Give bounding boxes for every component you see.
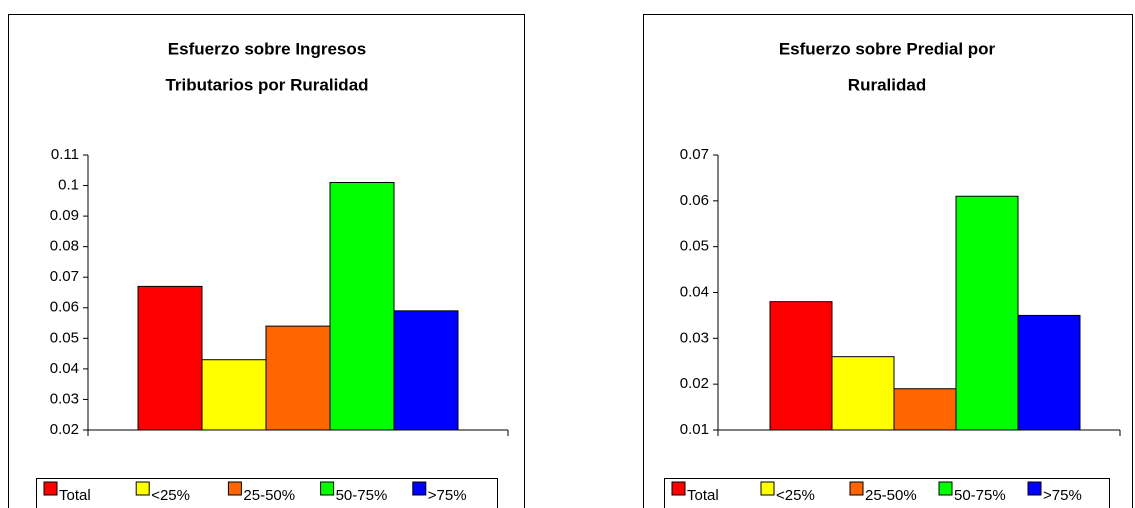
y-tick-label: 0.05 (680, 238, 709, 255)
y-tick-label: 0.11 (51, 146, 79, 163)
y-tick-label: 0.07 (50, 268, 79, 285)
legend-swatch (671, 481, 686, 496)
y-tick-label: 0.01 (680, 421, 709, 438)
chart-title: Ruralidad (848, 75, 926, 94)
legend-label: 25-50% (243, 487, 295, 504)
y-tick-label: 0.09 (50, 207, 79, 224)
legend-label: 50-75% (954, 487, 1006, 504)
legend-label: >75% (428, 487, 467, 504)
chart-frame (643, 14, 1133, 508)
legend-swatch (227, 481, 242, 496)
legend-label: >75% (1043, 487, 1082, 504)
legend-swatch (1027, 481, 1042, 496)
y-tick-label: 0.06 (680, 192, 709, 209)
legend-swatch (760, 481, 775, 496)
y-tick-label: 0.05 (50, 329, 79, 346)
bar (393, 310, 459, 431)
legend-frame (36, 478, 498, 508)
legend-swatch (849, 481, 864, 496)
y-tick-label: 0.02 (50, 421, 79, 438)
chart-title: Esfuerzo sobre Predial por (779, 39, 996, 58)
bar (137, 285, 203, 431)
bar (893, 388, 957, 431)
legend-label: 50-75% (336, 487, 388, 504)
y-tick-label: 0.02 (680, 375, 709, 392)
y-tick-label: 0.1 (58, 177, 79, 194)
bar (329, 182, 395, 431)
bar (769, 301, 833, 431)
legend-swatch (320, 481, 335, 496)
bar (955, 195, 1019, 431)
legend-swatch (938, 481, 953, 496)
legend-frame (664, 478, 1110, 508)
chart-title: Esfuerzo sobre Ingresos (168, 39, 366, 58)
legend-swatch (412, 481, 427, 496)
legend-label: 25-50% (865, 487, 917, 504)
chart-frame (8, 14, 525, 508)
y-tick-label: 0.03 (50, 390, 79, 407)
y-tick-label: 0.03 (680, 329, 709, 346)
legend-swatch (135, 481, 150, 496)
legend-label: <25% (776, 487, 815, 504)
y-tick-label: 0.08 (50, 238, 79, 255)
bar (1017, 314, 1081, 431)
y-tick-label: 0.06 (50, 299, 79, 316)
y-tick-label: 0.04 (50, 360, 79, 377)
chart-title: Tributarios por Ruralidad (165, 75, 368, 94)
y-tick-label: 0.07 (680, 146, 709, 163)
bar (831, 356, 895, 431)
y-tick-label: 0.04 (680, 283, 709, 300)
legend-label: <25% (151, 487, 190, 504)
bar (201, 359, 267, 431)
bar (265, 325, 331, 431)
legend-label: Total (59, 487, 91, 504)
legend-swatch (43, 481, 58, 496)
legend-label: Total (687, 487, 719, 504)
